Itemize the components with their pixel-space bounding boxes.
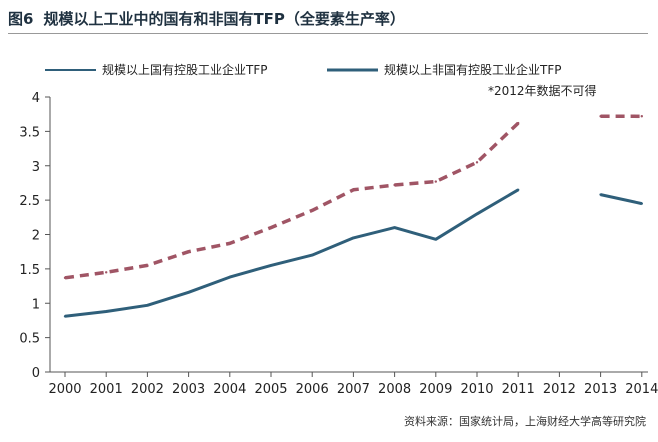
- data-point-non-state: [146, 264, 149, 267]
- figure-label: 图6: [8, 10, 34, 28]
- title-rule: [8, 33, 648, 34]
- y-tick-label: 4: [32, 91, 40, 106]
- data-point-non-state: [599, 115, 602, 118]
- data-point-non-state: [187, 250, 190, 253]
- x-tick-label: 2010: [460, 382, 493, 397]
- data-point-state-owned: [640, 202, 643, 205]
- y-tick-label: 3.5: [19, 125, 40, 140]
- legend-label-non-state: 规模以上非国有控股工业企业TFP: [384, 62, 561, 77]
- y-tick-label: 2: [32, 229, 40, 244]
- x-tick-label: 2002: [131, 382, 164, 397]
- data-point-non-state: [640, 115, 643, 118]
- data-point-state-owned: [475, 212, 479, 216]
- data-point-state-owned: [269, 264, 273, 267]
- y-tick-label: 0: [32, 366, 40, 381]
- data-point-non-state: [269, 226, 273, 229]
- y-tick-label: 0.5: [19, 332, 40, 347]
- x-tick-label: 2005: [254, 382, 287, 397]
- data-point-state-owned: [599, 193, 602, 196]
- data-point-state-owned: [434, 238, 437, 241]
- data-point-state-owned: [146, 304, 149, 307]
- data-point-state-owned: [393, 226, 396, 229]
- data-point-non-state: [228, 242, 231, 245]
- x-tick-label: 2011: [502, 382, 535, 397]
- figure-title: 规模以上工业中的国有和非国有TFP（全要素生产率）: [43, 10, 405, 28]
- x-tick-label: 2003: [172, 382, 205, 397]
- data-note: *2012年数据不可得: [488, 83, 597, 98]
- y-tick-label: 2.5: [19, 194, 40, 209]
- series-layer: [63, 114, 643, 318]
- data-point-non-state: [105, 271, 108, 274]
- data-point-state-owned: [228, 275, 231, 279]
- data-point-non-state: [63, 276, 67, 280]
- x-tick-label: 2012: [543, 382, 576, 397]
- legend-label-state-owned: 规模以上国有控股工业企业TFP: [102, 62, 267, 77]
- data-point-non-state: [311, 209, 314, 212]
- legend: 规模以上国有控股工业企业TFP 规模以上非国有控股工业企业TFP: [45, 62, 561, 77]
- data-point-state-owned: [63, 315, 67, 318]
- y-tick-label: 1: [32, 297, 40, 312]
- data-point-non-state: [393, 183, 396, 187]
- series-line-state-owned: [600, 193, 643, 206]
- x-tick-label: 2009: [419, 382, 452, 397]
- x-tick-label: 2000: [48, 382, 81, 397]
- data-point-state-owned: [311, 253, 314, 257]
- data-point-non-state: [352, 188, 355, 192]
- data-point-non-state: [434, 180, 437, 183]
- data-point-non-state: [475, 161, 479, 164]
- x-tick-label: 2001: [90, 382, 123, 397]
- y-tick-label: 3: [32, 160, 40, 175]
- figure-title-row: 图6 规模以上工业中的国有和非国有TFP（全要素生产率）: [8, 8, 405, 29]
- x-tick-label: 2014: [625, 382, 658, 397]
- source-note: 资料来源：国家统计局，上海财经大学高等研究院: [404, 415, 646, 428]
- axes: 0 0.5 1 1.5 2 2.5 3 3.5 4 2000 2001 2002 2003 2004 200…: [19, 91, 658, 397]
- data-point-state-owned: [187, 291, 190, 294]
- series-line-non-state: [64, 121, 520, 280]
- data-point-state-owned: [517, 188, 520, 192]
- x-tick-label: 2007: [337, 382, 370, 397]
- x-tick-label: 2008: [378, 382, 411, 397]
- data-point-state-owned: [105, 310, 108, 313]
- series-line-state-owned: [64, 188, 519, 318]
- x-tick-label: 2013: [584, 382, 617, 397]
- x-tick-label: 2006: [296, 382, 329, 397]
- data-point-state-owned: [352, 236, 355, 240]
- y-tick-label: 1.5: [19, 263, 40, 278]
- x-tick-label: 2004: [213, 382, 246, 397]
- data-point-non-state: [517, 121, 520, 125]
